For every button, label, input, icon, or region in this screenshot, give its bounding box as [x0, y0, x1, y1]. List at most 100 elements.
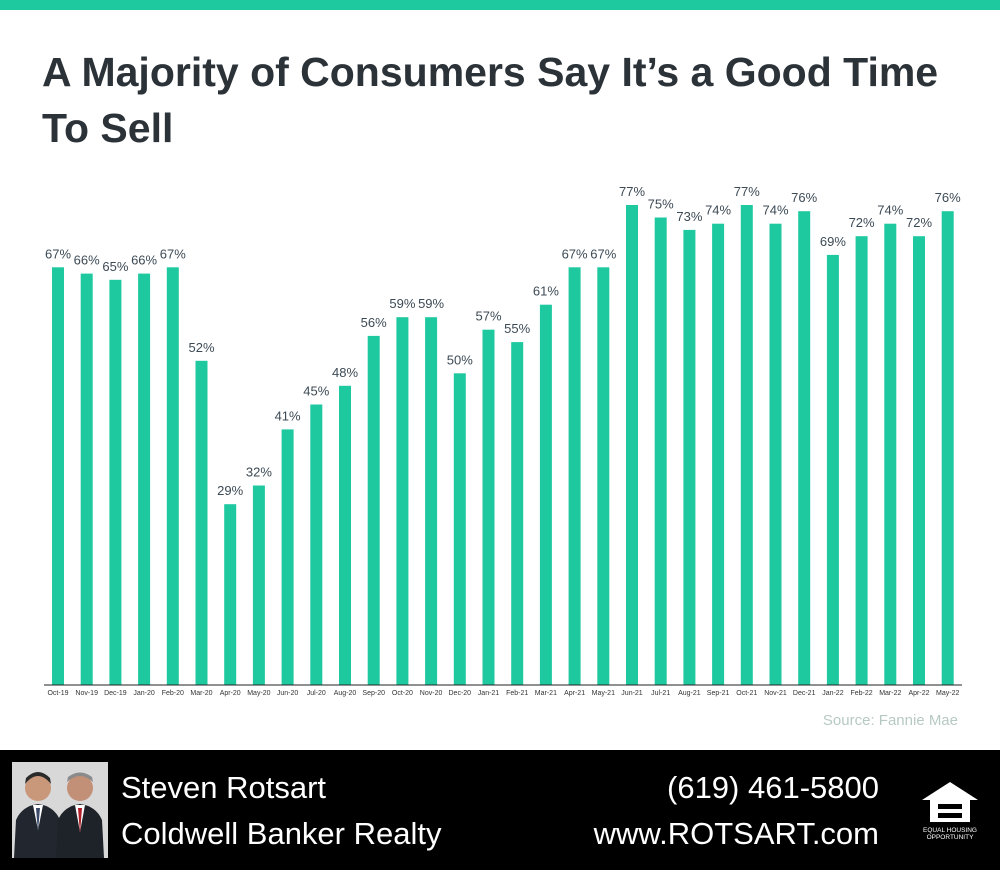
- agent-name: Steven Rotsart: [121, 770, 327, 805]
- value-label: 52%: [188, 340, 214, 355]
- value-label: 57%: [475, 309, 501, 324]
- value-label: 77%: [734, 184, 760, 199]
- bar-may-22: [941, 211, 954, 685]
- value-label: 59%: [418, 296, 444, 311]
- value-label: 72%: [906, 215, 932, 230]
- value-label: 56%: [361, 315, 387, 330]
- x-tick-label: Dec-21: [793, 690, 816, 697]
- x-tick-label: Aug-20: [334, 690, 357, 697]
- x-tick-label: Jul-21: [651, 690, 670, 697]
- chart-value-labels: 67% 66% 65% 66% 67%52%29%32%41%45%48%56%59% 5…: [45, 184, 961, 498]
- bar-feb-22: [855, 236, 868, 685]
- bar-sep-21: [712, 223, 725, 685]
- bar-oct-19: [52, 267, 64, 685]
- bar-apr-21: [568, 267, 581, 685]
- x-tick-label: Oct-19: [47, 690, 68, 697]
- value-label: 74%: [762, 203, 788, 218]
- bar-apr-22: [913, 236, 925, 685]
- bar-jul-21: [654, 217, 667, 685]
- value-label: 74%: [877, 203, 903, 218]
- value-label: 77%: [619, 184, 645, 199]
- value-label: 32%: [246, 465, 272, 480]
- bar-oct-20: [396, 317, 409, 685]
- x-tick-label: Oct-21: [736, 690, 757, 697]
- bar-mar-20: [195, 360, 208, 685]
- x-tick-label: Feb-22: [851, 690, 873, 697]
- bar-apr-20: [224, 504, 237, 685]
- bar-nov-21: [769, 223, 782, 685]
- x-tick-label: Jul-20: [307, 690, 326, 697]
- x-tick-label: Feb-21: [506, 690, 528, 697]
- chart-tick-labels: Oct-19 Nov-19 Dec-19 Jan-20 Feb-20 Mar-20 Apr-…: [47, 690, 959, 697]
- bar-nov-19: [80, 273, 93, 685]
- bar-feb-21: [511, 342, 524, 685]
- value-label: 73%: [676, 209, 702, 224]
- x-tick-label: Apr-21: [564, 690, 585, 697]
- value-label: 45%: [303, 384, 329, 399]
- value-label: 74%: [705, 203, 731, 218]
- bar-jan-20: [138, 273, 151, 685]
- bar-mar-21: [539, 304, 552, 685]
- brokerage-name: Coldwell Banker Realty: [121, 816, 442, 851]
- eho-text-1: EQUAL HOUSING: [923, 827, 977, 834]
- x-tick-label: Nov-19: [75, 690, 98, 697]
- value-label: 76%: [935, 190, 961, 205]
- bar-jan-21: [482, 329, 495, 685]
- bar-jun-20: [281, 429, 294, 685]
- value-label: 75%: [648, 197, 674, 212]
- value-label: 67%: [562, 246, 588, 261]
- x-tick-label: Apr-20: [220, 690, 241, 697]
- value-label: 67%: [160, 246, 186, 261]
- bar-dec-20: [453, 373, 466, 685]
- bar-chart: 67% 66% 65% 66% 67%52%29%32%41%45%48%56%59% 5…: [44, 184, 962, 697]
- eho-text-2: OPPORTUNITY: [927, 834, 974, 841]
- bar-jun-21: [626, 205, 638, 685]
- x-tick-label: Apr-22: [908, 690, 929, 697]
- x-tick-label: Dec-20: [449, 690, 472, 697]
- x-tick-label: Jan-21: [478, 690, 500, 697]
- page-title: A Majority of Consumers Say It’s a Good …: [42, 49, 939, 151]
- x-tick-label: Feb-20: [162, 690, 184, 697]
- bar-aug-20: [339, 385, 351, 685]
- bar-oct-21: [740, 205, 753, 685]
- website-link[interactable]: www.ROTSART.com: [593, 816, 879, 851]
- bar-jan-22: [826, 254, 839, 685]
- x-tick-label: May-22: [936, 690, 959, 697]
- bar-feb-20: [166, 267, 179, 685]
- value-label: 69%: [820, 234, 846, 249]
- x-tick-label: Mar-21: [535, 690, 557, 697]
- value-label: 67%: [590, 246, 616, 261]
- bar-dec-19: [109, 279, 122, 685]
- bar-nov-20: [425, 317, 438, 685]
- bar-sep-20: [367, 335, 380, 685]
- value-label: 65%: [102, 259, 128, 274]
- x-tick-label: Nov-21: [764, 690, 787, 697]
- value-label: 41%: [275, 408, 301, 423]
- phone-number[interactable]: (619) 461-5800: [667, 770, 879, 805]
- bar-dec-21: [798, 211, 811, 685]
- source-note: Source: Fannie Mae: [822, 712, 958, 729]
- x-tick-label: Mar-22: [879, 690, 901, 697]
- top-accent-bar: [0, 0, 1000, 10]
- equal-housing-opportunity-icon: EQUAL HOUSING OPPORTUNITY: [922, 782, 978, 841]
- value-label: 59%: [389, 296, 415, 311]
- value-label: 76%: [791, 190, 817, 205]
- x-tick-label: Jan-20: [133, 690, 155, 697]
- chart-bars: [52, 205, 954, 685]
- x-tick-label: Mar-20: [190, 690, 212, 697]
- bar-mar-22: [884, 223, 897, 685]
- value-label: 67%: [45, 246, 71, 261]
- value-label: 66%: [74, 253, 100, 268]
- x-tick-label: Jun-20: [277, 690, 299, 697]
- value-label: 48%: [332, 365, 358, 380]
- value-label: 29%: [217, 483, 243, 498]
- bar-may-20: [252, 485, 265, 685]
- x-tick-label: Jan-22: [822, 690, 844, 697]
- value-label: 50%: [447, 352, 473, 367]
- x-tick-label: Oct-20: [392, 690, 413, 697]
- value-label: 72%: [849, 215, 875, 230]
- value-label: 55%: [504, 321, 530, 336]
- value-label: 61%: [533, 284, 559, 299]
- value-label: 66%: [131, 253, 157, 268]
- x-tick-label: Dec-19: [104, 690, 127, 697]
